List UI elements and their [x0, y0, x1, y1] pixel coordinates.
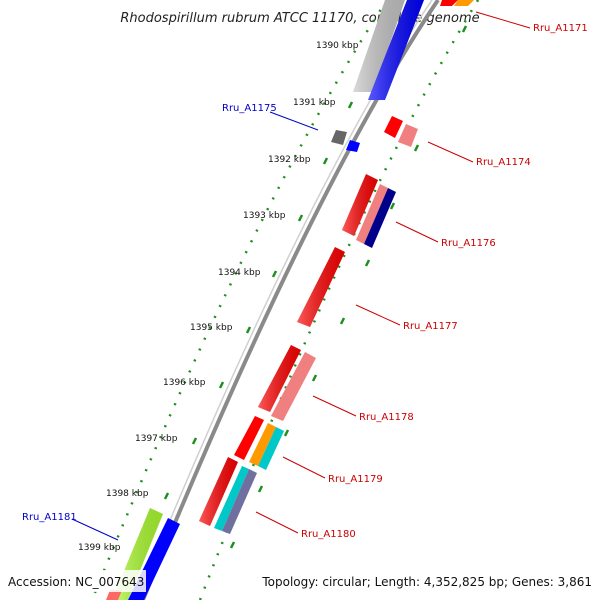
- tick-label-1399: 1399 kbp: [78, 543, 121, 553]
- gene-arrow[interactable]: [214, 466, 249, 531]
- gene-arrow[interactable]: [356, 184, 388, 244]
- gene-label-rru-a1171[interactable]: Rru_A1171: [533, 23, 588, 34]
- tick-label-1390: 1390 kbp: [316, 41, 359, 51]
- gene-label-rru-a1180[interactable]: Rru_A1180: [301, 529, 356, 540]
- tick-label-1398: 1398 kbp: [106, 489, 149, 499]
- gene-cluster-top: [353, 0, 474, 100]
- tick-label-1392: 1392 kbp: [268, 155, 311, 165]
- gene-cluster-a1179: [234, 416, 284, 470]
- gene-arrow[interactable]: [440, 0, 458, 6]
- gene-arrow[interactable]: [249, 423, 276, 466]
- gene-arrow[interactable]: [398, 124, 418, 147]
- gene-label-rru-a1178[interactable]: Rru_A1178: [359, 412, 414, 423]
- gene-arrow[interactable]: [346, 140, 360, 152]
- gene-arrow[interactable]: [234, 416, 264, 460]
- tick-label-1394: 1394 kbp: [218, 268, 261, 278]
- accession-text: Accession: NC_007643: [8, 575, 144, 589]
- gene-cluster-a1178: [258, 345, 316, 421]
- gene-label-rru-a1179[interactable]: Rru_A1179: [328, 474, 383, 485]
- gene-arrow[interactable]: [384, 116, 403, 138]
- gene-cluster-a1175: [331, 130, 360, 152]
- tick-labels: 1390 kbp 1391 kbp 1392 kbp 1393 kbp 1394…: [78, 41, 359, 553]
- gene-arrow[interactable]: [331, 130, 347, 145]
- tick-label-1395: 1395 kbp: [190, 323, 233, 333]
- gene-label-rru-a1177[interactable]: Rru_A1177: [403, 321, 458, 332]
- gene-label-rru-a1176[interactable]: Rru_A1176: [441, 238, 496, 249]
- gene-arrow[interactable]: [258, 427, 284, 470]
- genome-summary-text: Topology: circular; Length: 4,352,825 bp…: [261, 575, 592, 589]
- tick-label-1393: 1393 kbp: [243, 211, 286, 221]
- gene-cluster-a1177: [297, 247, 345, 327]
- gene-cluster-a1180: [199, 457, 257, 534]
- gene-labels: Rru_A1171 Rru_A1175 Rru_A1174 Rru_A1176 …: [22, 23, 588, 540]
- gene-arrow[interactable]: [222, 469, 257, 534]
- gene-label-rru-a1174[interactable]: Rru_A1174: [476, 157, 531, 168]
- gene-arrow[interactable]: [364, 188, 396, 248]
- gene-label-rru-a1175[interactable]: Rru_A1175: [222, 103, 277, 114]
- gene-cluster-a1176: [342, 174, 396, 248]
- tick-track-inner-right: [198, 0, 480, 600]
- gene-label-rru-a1181[interactable]: Rru_A1181: [22, 512, 77, 523]
- label-leader-lines: [71, 11, 531, 541]
- tick-label-1397: 1397 kbp: [135, 434, 178, 444]
- tick-label-1396: 1396 kbp: [163, 378, 206, 388]
- gene-arrow[interactable]: [271, 352, 316, 421]
- footer: Accession: NC_007643 Topology: circular;…: [4, 570, 596, 592]
- gene-arrow[interactable]: [454, 0, 474, 6]
- genome-backbone: [136, 0, 440, 600]
- tick-label-1391: 1391 kbp: [293, 98, 336, 108]
- gene-cluster-a1174: [384, 116, 418, 147]
